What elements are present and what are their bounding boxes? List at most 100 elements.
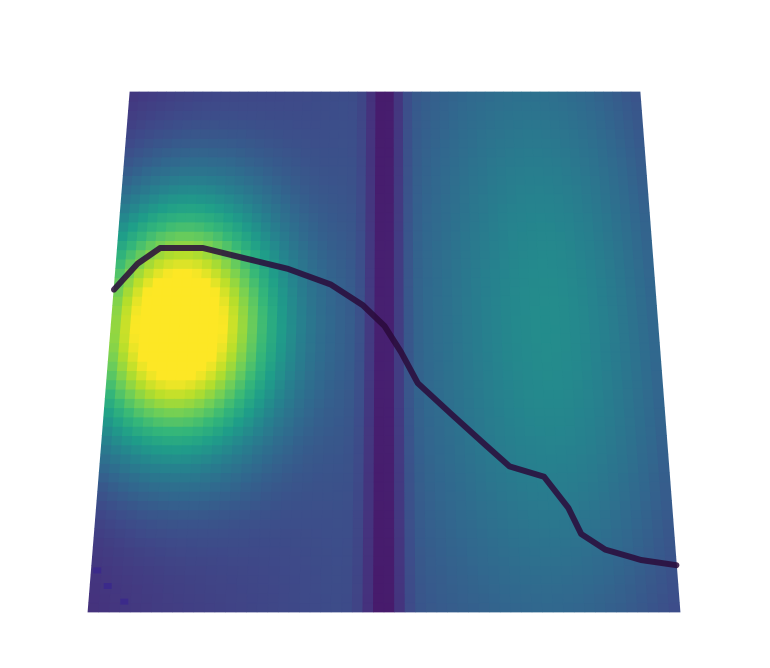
surface-cell: [327, 212, 338, 223]
surface-cell: [213, 416, 225, 427]
surface-cell: [499, 258, 510, 269]
surface-cell: [602, 379, 614, 390]
surface-cell: [188, 165, 199, 176]
surface-cell: [163, 119, 175, 130]
surface-cell: [434, 416, 446, 427]
surface-cell: [302, 463, 314, 474]
surface-cell: [261, 193, 273, 204]
surface-cell: [414, 444, 426, 455]
surface-cell: [618, 323, 630, 334]
surface-cell: [276, 333, 288, 344]
surface-cell: [110, 574, 123, 585]
surface-cell: [613, 407, 626, 418]
surface-cell: [205, 193, 217, 204]
surface-cell: [254, 398, 266, 409]
surface-cell: [513, 138, 525, 149]
surface-cell: [205, 370, 217, 381]
surface-cell: [532, 370, 544, 381]
surface-cell: [424, 444, 436, 455]
surface-cell: [486, 509, 499, 520]
surface-cell: [247, 100, 258, 111]
surface-cell: [309, 184, 320, 195]
surface-cell: [354, 323, 366, 334]
surface-cell: [616, 156, 628, 167]
surface-cell: [393, 110, 404, 121]
surface-cell: [583, 230, 595, 241]
surface-cell: [543, 407, 556, 418]
surface-cell: [146, 230, 158, 241]
surface-cell: [446, 546, 458, 557]
surface-cell: [555, 230, 567, 241]
surface-cell: [605, 277, 617, 288]
surface-cell: [363, 398, 375, 409]
surface-cell: [250, 230, 262, 241]
surface-cell: [268, 268, 280, 279]
surface-cell: [280, 500, 293, 511]
surface-cell: [261, 463, 274, 474]
surface-cell: [354, 333, 366, 344]
surface-cell: [651, 509, 663, 520]
surface-cell: [491, 323, 503, 334]
surface-cell: [332, 490, 344, 501]
surface-cell: [457, 593, 469, 604]
surface-cell: [223, 407, 235, 418]
surface-cell: [117, 351, 130, 362]
surface-cell: [209, 286, 221, 297]
surface-cell: [627, 175, 639, 186]
surface-cell: [101, 425, 114, 436]
surface-cell: [626, 305, 639, 316]
surface-cell: [160, 156, 172, 167]
surface-cell: [529, 555, 542, 566]
surface-cell: [178, 490, 191, 501]
surface-cell: [120, 193, 132, 204]
surface-cell: [628, 481, 641, 492]
surface-cell: [529, 286, 540, 297]
surface-cell: [467, 555, 479, 566]
surface-cell: [333, 435, 345, 446]
surface-cell: [453, 360, 465, 371]
surface-cell: [485, 463, 497, 474]
surface-cell: [306, 314, 317, 325]
surface-cell: [394, 583, 406, 594]
surface-cell: [364, 379, 375, 390]
surface-cell: [257, 314, 269, 325]
surface-cell: [394, 481, 406, 492]
surface-cell: [580, 351, 593, 362]
surface-cell: [162, 416, 175, 427]
surface-cell: [476, 537, 489, 548]
surface-cell: [317, 249, 328, 260]
surface-cell: [475, 100, 487, 111]
surface-cell: [315, 342, 327, 353]
surface-cell: [245, 370, 257, 381]
surface-cell: [384, 249, 395, 260]
surface-cell: [393, 295, 405, 306]
surface-cell: [296, 305, 308, 316]
surface-cell: [145, 379, 157, 390]
surface-cell: [311, 91, 322, 102]
surface-cell: [613, 574, 626, 585]
surface-cell: [567, 277, 579, 288]
surface-cell: [394, 463, 406, 474]
surface-cell: [631, 379, 644, 390]
surface-cell: [172, 258, 184, 269]
surface-cell: [328, 184, 339, 195]
surface-cell: [473, 407, 486, 418]
surface-cell: [295, 351, 307, 362]
surface-cell: [383, 546, 395, 557]
surface-cell: [300, 555, 312, 566]
surface-cell: [259, 518, 272, 529]
surface-cell: [531, 119, 542, 130]
surface-cell: [292, 453, 304, 464]
surface-cell: [467, 602, 480, 613]
surface-cell: [283, 100, 295, 111]
surface-cell: [422, 258, 434, 269]
surface-cell: [394, 528, 406, 539]
surface-cell: [562, 602, 575, 613]
surface-cell: [242, 425, 255, 436]
surface-cell: [302, 91, 313, 102]
surface-cell: [498, 221, 509, 232]
surface-cell: [430, 100, 441, 111]
surface-cell: [323, 444, 335, 455]
surface-cell: [393, 203, 405, 214]
surface-cell: [570, 546, 583, 557]
